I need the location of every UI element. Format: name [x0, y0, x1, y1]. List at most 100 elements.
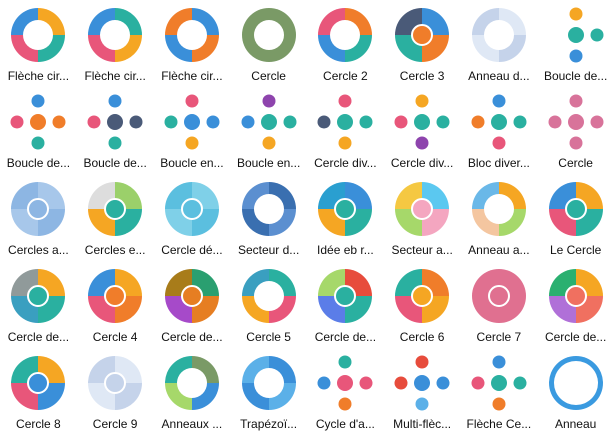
template-item[interactable]: Cercle 2: [307, 0, 384, 87]
template-item[interactable]: Cercle 5: [230, 261, 307, 348]
template-item[interactable]: Secteur a...: [384, 174, 461, 261]
template-label: Boucle de...: [83, 156, 147, 170]
circle-diagram-icon: [164, 182, 219, 236]
template-item[interactable]: Cercle de...: [537, 261, 614, 348]
template-label: Cercle 2: [323, 69, 368, 83]
template-item[interactable]: Boucle en...: [154, 87, 231, 174]
circle-diagram-icon: [394, 355, 450, 411]
template-label: Cercle 3: [399, 69, 445, 83]
circle-diagram-icon: [88, 8, 143, 62]
template-label: Flèche cir...: [161, 69, 223, 83]
template-item[interactable]: Anneau: [537, 348, 614, 435]
template-label: Multi-flèc...: [393, 417, 452, 431]
template-item[interactable]: Multi-flèc...: [384, 348, 461, 435]
circle-diagram-icon: [395, 269, 450, 323]
template-item[interactable]: Cercles a...: [0, 174, 77, 261]
template-item[interactable]: Anneaux ...: [154, 348, 231, 435]
template-label: Trapézoï...: [240, 417, 298, 431]
circle-diagram-icon: [548, 269, 603, 323]
template-label: Cercle: [251, 69, 286, 83]
template-item[interactable]: Flèche cir...: [77, 0, 154, 87]
template-item[interactable]: Cercle de...: [0, 261, 77, 348]
circle-diagram-icon: [11, 356, 66, 410]
template-item[interactable]: Flèche cir...: [0, 0, 77, 87]
template-item[interactable]: Cercle 8: [0, 348, 77, 435]
template-label: Cercle dé...: [161, 243, 223, 257]
circle-diagram-icon: [241, 269, 296, 323]
circle-diagram-icon: [395, 8, 450, 62]
circle-diagram-icon: [395, 182, 450, 236]
template-label: Secteur d...: [237, 243, 300, 257]
circle-diagram-icon: [471, 269, 526, 323]
template-label: Idée eb r...: [317, 243, 374, 257]
circle-diagram-icon: [164, 356, 219, 410]
template-label: Cercle 4: [92, 330, 138, 344]
template-item[interactable]: Cercle 3: [384, 0, 461, 87]
template-item[interactable]: Boucle en...: [230, 87, 307, 174]
circle-diagram-icon: [471, 355, 527, 411]
template-label: Flèche cir...: [7, 69, 70, 83]
circle-diagram-icon: [548, 182, 603, 236]
circle-diagram-icon: [317, 94, 373, 150]
template-item[interactable]: Trapézoï...: [230, 348, 307, 435]
template-label: Cercle div...: [314, 156, 377, 170]
template-label: Cercle de...: [314, 330, 377, 344]
template-label: Cercles a...: [8, 243, 69, 257]
template-item[interactable]: Cercle div...: [384, 87, 461, 174]
template-item[interactable]: Cercle 7: [461, 261, 538, 348]
circle-diagram-icon: [11, 182, 66, 236]
circle-diagram-icon: [88, 182, 143, 236]
template-item[interactable]: Cercle 9: [77, 348, 154, 435]
template-item[interactable]: Cycle d'a...: [307, 348, 384, 435]
template-item[interactable]: Cercle: [537, 87, 614, 174]
template-label: Cercle: [558, 156, 593, 170]
template-item[interactable]: Idée eb r...: [307, 174, 384, 261]
template-label: Cercle 6: [399, 330, 445, 344]
template-item[interactable]: Cercles e...: [77, 174, 154, 261]
template-item[interactable]: Flèche cir...: [154, 0, 231, 87]
circle-diagram-icon: [88, 356, 143, 410]
template-label: Boucle de...: [6, 156, 71, 170]
circle-diagram-icon: [11, 269, 66, 323]
template-item[interactable]: Flèche Ce...: [461, 348, 538, 435]
circle-diagram-icon: [10, 94, 66, 150]
template-item[interactable]: Boucle de...: [537, 0, 614, 87]
template-item[interactable]: Cercle: [230, 0, 307, 87]
template-item[interactable]: Cercle 6: [384, 261, 461, 348]
template-label: Boucle en...: [236, 156, 301, 170]
template-label: Bloc diver...: [467, 156, 530, 170]
template-item[interactable]: Boucle de...: [77, 87, 154, 174]
template-label: Anneau d...: [468, 69, 530, 83]
circle-diagram-icon: [548, 356, 603, 410]
template-item[interactable]: Boucle de...: [0, 87, 77, 174]
template-item[interactable]: Cercle 4: [77, 261, 154, 348]
template-item[interactable]: Cercle de...: [307, 261, 384, 348]
template-label: Anneau a...: [468, 243, 530, 257]
circle-diagram-icon: [11, 8, 66, 62]
template-label: Secteur a...: [391, 243, 453, 257]
template-item[interactable]: Cercle de...: [154, 261, 231, 348]
circle-diagram-icon: [88, 269, 143, 323]
template-item[interactable]: Anneau d...: [461, 0, 538, 87]
template-label: Cercle 8: [16, 417, 61, 431]
circle-diagram-icon: [317, 355, 373, 411]
circle-diagram-icon: [164, 269, 219, 323]
circle-diagram-icon: [318, 182, 373, 236]
template-item[interactable]: Le Cercle: [537, 174, 614, 261]
template-item[interactable]: Bloc diver...: [461, 87, 538, 174]
template-label: Cercles e...: [84, 243, 146, 257]
template-label: Flèche cir...: [84, 69, 146, 83]
template-item[interactable]: Cercle div...: [307, 87, 384, 174]
circle-diagram-icon: [164, 8, 219, 62]
template-item[interactable]: Cercle dé...: [154, 174, 231, 261]
circle-diagram-icon: [241, 94, 297, 150]
template-label: Anneau: [554, 417, 597, 431]
template-item[interactable]: Secteur d...: [230, 174, 307, 261]
circle-diagram-icon: [318, 8, 373, 62]
template-label: Cercle de...: [544, 330, 607, 344]
circle-diagram-icon: [241, 356, 296, 410]
template-label: Cercle de...: [161, 330, 223, 344]
template-label: Anneaux ...: [161, 417, 223, 431]
template-item[interactable]: Anneau a...: [461, 174, 538, 261]
